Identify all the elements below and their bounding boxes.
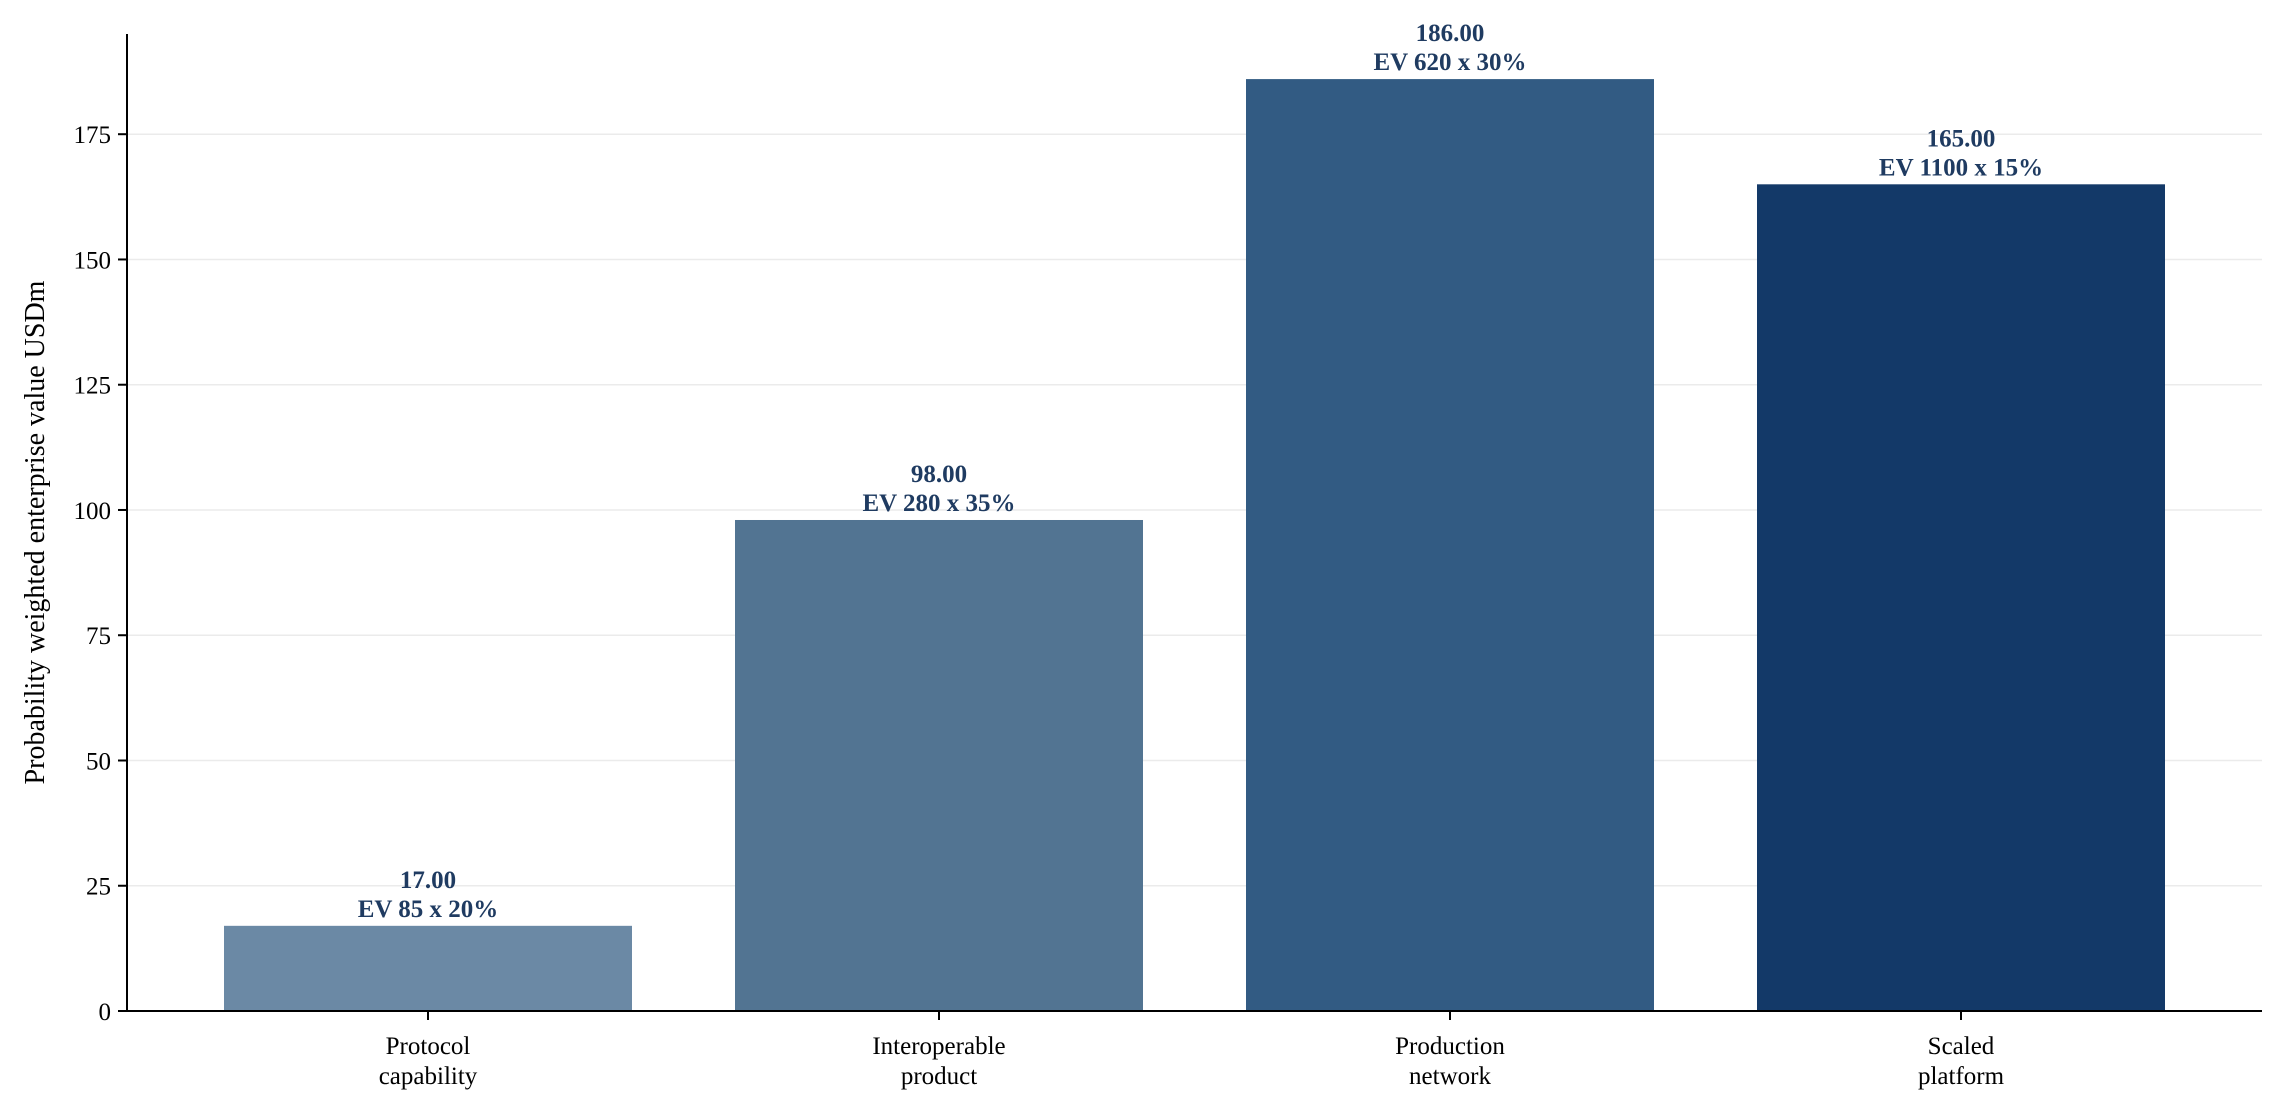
bars [224,79,2165,1012]
bar [1757,184,2165,1012]
bar-annotation-label: EV 620 x 30% [1373,49,1526,76]
bar-annotation-label: EV 85 x 20% [358,896,499,923]
y-axis-title: Probability weighted enterprise value US… [20,280,51,784]
bar [224,925,632,1011]
y-tick-label: 25 [86,874,111,901]
y-tick-label: 175 [74,122,112,149]
y-tick-label: 100 [74,498,112,525]
x-tick-label: platform [1918,1063,2005,1090]
x-tick-label: capability [379,1063,478,1090]
y-tick-label: 125 [74,373,112,400]
y-tick-label: 150 [74,247,112,274]
x-tick-label: Protocol [386,1033,471,1060]
gridlines [127,133,2262,887]
bar-value-label: 165.00 [1927,125,1996,152]
y-tick-label: 75 [86,623,111,650]
bar [735,519,1143,1011]
x-tick-label: product [901,1063,977,1090]
x-tick-label: Interoperable [872,1033,1005,1060]
y-tick-label: 0 [99,999,112,1026]
bar-annotation-label: EV 280 x 35% [862,490,1015,517]
bar [1246,79,1654,1012]
x-tick-label: Production [1395,1033,1505,1060]
bar-value-label: 17.00 [400,867,456,894]
bar-value-label: 98.00 [911,461,967,488]
y-ticks: 0 25 50 75 100 125 150 175 [74,122,127,1026]
x-tick-label: Scaled [1928,1033,1995,1060]
y-tick-label: 50 [86,748,111,775]
x-ticks: Protocol capability Interoperable product Pr… [379,1011,2005,1090]
x-tick-label: network [1409,1063,1491,1090]
bar-annotation-label: EV 1100 x 15% [1879,154,2043,181]
bar-value-label: 186.00 [1416,20,1485,47]
axes [126,34,2262,1012]
